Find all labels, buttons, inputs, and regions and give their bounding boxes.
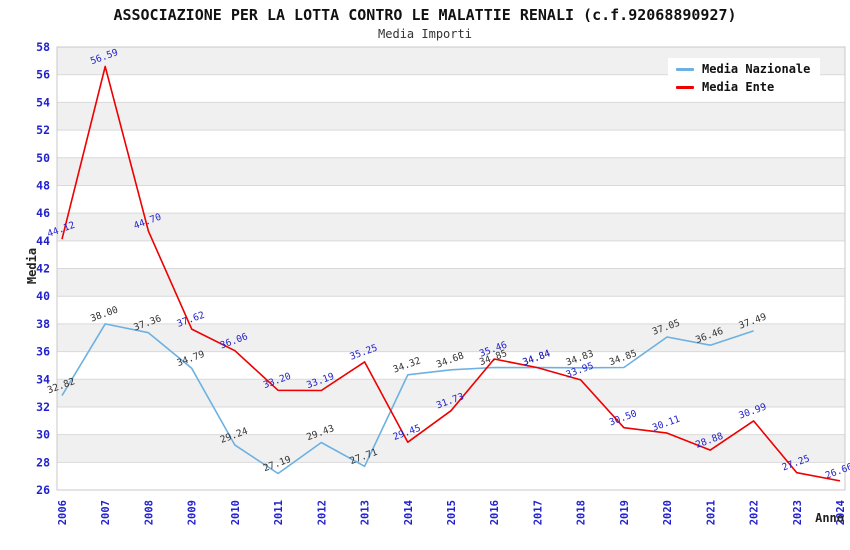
x-tick-label: 2015 bbox=[446, 500, 458, 525]
x-tick-label: 2024 bbox=[835, 500, 847, 525]
y-tick-label: 56 bbox=[36, 68, 50, 82]
x-axis-title: Anno bbox=[815, 511, 844, 525]
legend-item-media-ente[interactable]: Media Ente bbox=[676, 80, 810, 94]
grid-band bbox=[57, 379, 845, 407]
y-tick-label: 54 bbox=[36, 95, 50, 109]
y-tick-label: 26 bbox=[36, 483, 50, 497]
x-tick-label: 2017 bbox=[532, 500, 544, 525]
chart-title: ASSOCIAZIONE PER LA LOTTA CONTRO LE MALA… bbox=[113, 6, 737, 24]
x-tick-label: 2009 bbox=[187, 500, 199, 525]
y-tick-label: 30 bbox=[36, 428, 50, 442]
y-tick-label: 58 bbox=[36, 40, 50, 54]
grid-band bbox=[57, 213, 845, 241]
legend-swatch-nazionale-icon bbox=[676, 67, 694, 71]
y-tick-label: 44 bbox=[36, 234, 50, 248]
x-tick-label: 2012 bbox=[316, 500, 328, 525]
y-tick-label: 52 bbox=[36, 123, 50, 137]
y-tick-label: 50 bbox=[36, 151, 50, 165]
y-tick-label: 38 bbox=[36, 317, 50, 331]
y-tick-label: 28 bbox=[36, 455, 50, 469]
x-tick-label: 2007 bbox=[100, 500, 112, 525]
grid-band bbox=[57, 268, 845, 297]
chart-subtitle: Media Importi bbox=[378, 27, 472, 41]
x-tick-label: 2006 bbox=[57, 500, 69, 525]
series-line-media-ente bbox=[61, 65, 841, 482]
legend-label-media-nazionale: Media Nazionale bbox=[702, 62, 811, 76]
x-tick-label: 2016 bbox=[489, 500, 501, 525]
x-tick-label: 2022 bbox=[749, 500, 761, 525]
legend-item-media-nazionale[interactable]: Media Nazionale bbox=[676, 62, 810, 76]
series-line-media-nazionale bbox=[61, 323, 754, 475]
plot-border bbox=[56, 46, 846, 491]
x-tick-label: 2013 bbox=[360, 500, 372, 525]
y-tick-label: 32 bbox=[36, 400, 50, 414]
y-tick-label: 40 bbox=[36, 289, 50, 303]
y-tick-label: 48 bbox=[36, 178, 50, 192]
x-tick-label: 2010 bbox=[230, 500, 242, 525]
grid-band bbox=[57, 323, 845, 352]
x-tick-label: 2020 bbox=[662, 500, 674, 525]
data-label: 34.32 bbox=[392, 355, 423, 375]
x-tick-label: 2011 bbox=[273, 500, 285, 525]
x-tick-label: 2021 bbox=[705, 500, 717, 525]
grid-band bbox=[57, 102, 845, 131]
grid-band bbox=[57, 157, 845, 186]
y-tick-label: 46 bbox=[36, 206, 50, 220]
y-tick-label: 36 bbox=[36, 345, 50, 359]
data-label: 38.00 bbox=[89, 304, 120, 324]
legend-label-media-ente: Media Ente bbox=[702, 80, 775, 94]
data-label: 30.50 bbox=[608, 408, 639, 428]
x-tick-label: 2018 bbox=[576, 500, 588, 525]
data-label: 26.66 bbox=[824, 461, 850, 481]
x-tick-label: 2023 bbox=[792, 500, 804, 525]
y-tick-label: 42 bbox=[36, 262, 50, 276]
data-label: 34.68 bbox=[435, 350, 466, 370]
x-tick-label: 2019 bbox=[619, 500, 631, 525]
legend: Media Nazionale Media Ente bbox=[668, 58, 821, 98]
y-tick-label: 34 bbox=[36, 372, 50, 386]
x-tick-label: 2014 bbox=[403, 500, 415, 525]
x-tick-label: 2008 bbox=[143, 500, 155, 525]
data-label: 30.11 bbox=[651, 414, 682, 434]
legend-swatch-ente-icon bbox=[676, 85, 694, 89]
